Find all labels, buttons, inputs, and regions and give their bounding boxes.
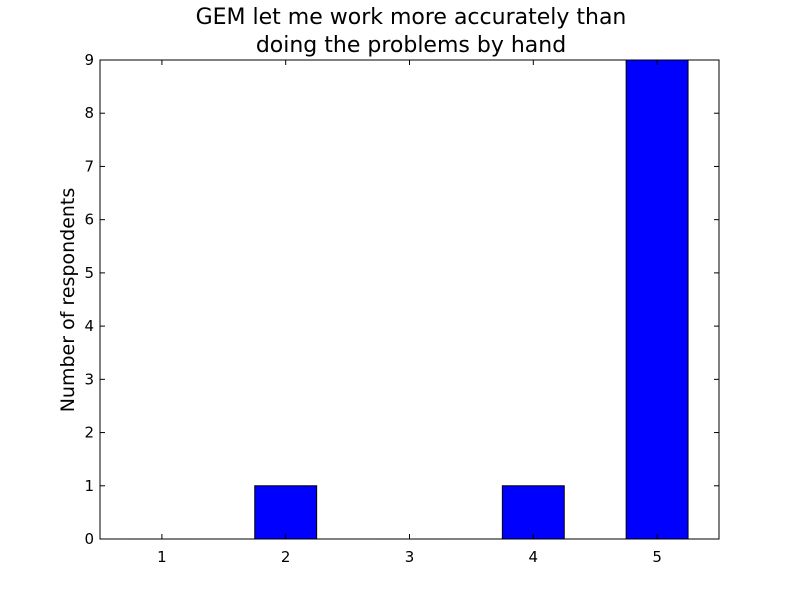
chart-title-line-2: doing the problems by hand xyxy=(256,33,566,58)
chart-title-line-1: GEM let me work more accurately than xyxy=(196,5,627,30)
x-tick-label-1: 1 xyxy=(157,548,167,566)
y-tick-label-6: 6 xyxy=(84,211,94,229)
bar-2 xyxy=(255,486,317,539)
x-tick-label-2: 2 xyxy=(281,548,291,566)
y-tick-label-2: 2 xyxy=(84,424,94,442)
x-tick-label-5: 5 xyxy=(652,548,662,566)
bar-4 xyxy=(502,486,564,539)
y-tick-label-4: 4 xyxy=(84,317,94,335)
y-tick-label-9: 9 xyxy=(84,51,94,69)
y-tick-label-7: 7 xyxy=(84,157,94,175)
y-tick-label-8: 8 xyxy=(84,104,94,122)
bars-layer xyxy=(131,60,688,539)
x-tick-label-4: 4 xyxy=(529,548,539,566)
x-tick-label-3: 3 xyxy=(405,548,415,566)
bar-5 xyxy=(626,60,688,539)
ticks-layer: 0 1 2 3 4 5 6 7 8 9 1 2 3 4 5 xyxy=(84,51,719,566)
y-axis-label: Number of respondents xyxy=(57,188,79,413)
y-tick-label-1: 1 xyxy=(84,477,94,495)
y-tick-label-0: 0 xyxy=(84,530,94,548)
y-tick-label-5: 5 xyxy=(84,264,94,282)
y-tick-label-3: 3 xyxy=(84,370,94,388)
